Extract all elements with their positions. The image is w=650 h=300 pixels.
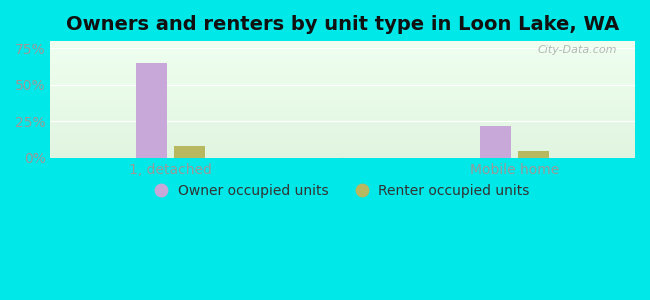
- Bar: [136, 63, 168, 158]
- Bar: [480, 126, 511, 158]
- Title: Owners and renters by unit type in Loon Lake, WA: Owners and renters by unit type in Loon …: [66, 15, 619, 34]
- Text: City-Data.com: City-Data.com: [538, 45, 617, 55]
- Bar: [518, 151, 549, 158]
- Legend: Owner occupied units, Renter occupied units: Owner occupied units, Renter occupied un…: [150, 178, 536, 204]
- Bar: [174, 146, 205, 158]
